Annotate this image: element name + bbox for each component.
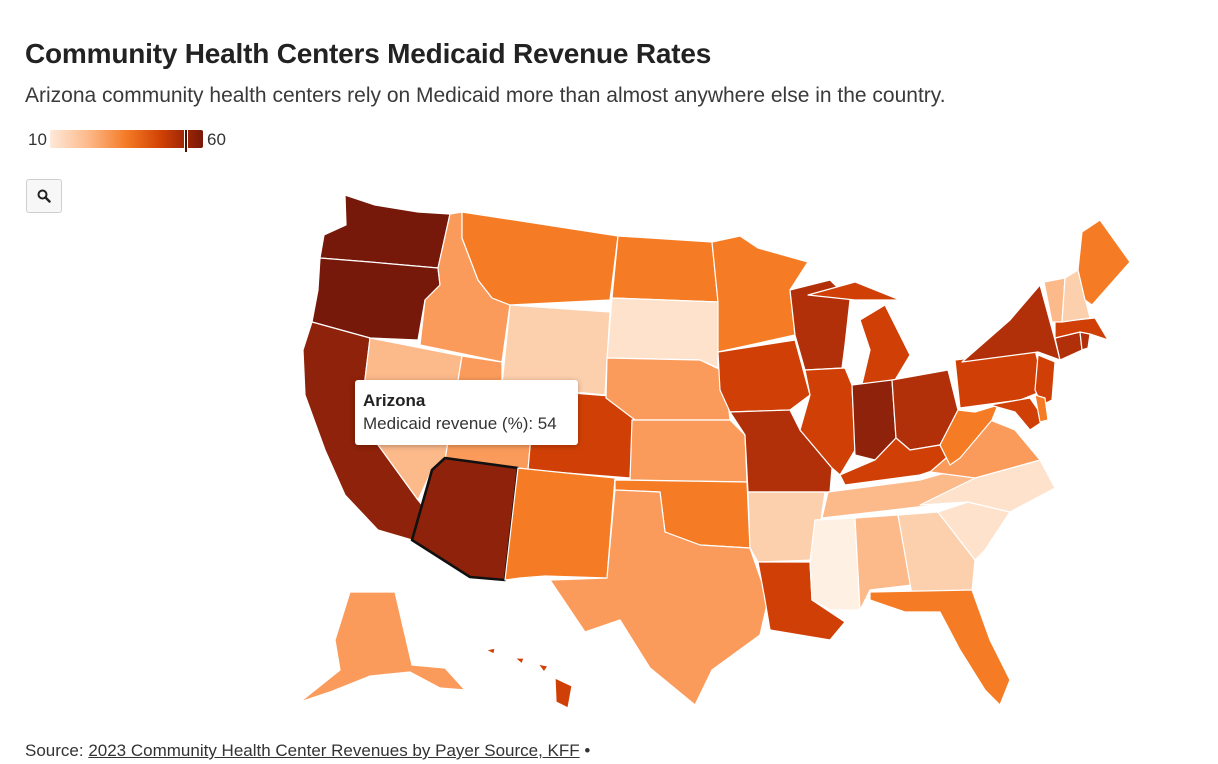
state-nebraska[interactable]	[605, 357, 731, 421]
tooltip-arizona: Arizona Medicaid revenue (%): 54	[355, 380, 578, 445]
state-alabama[interactable]	[854, 514, 913, 611]
state-wisconsin[interactable]	[789, 279, 851, 371]
state-north-dakota[interactable]	[611, 235, 719, 303]
magnifier-icon	[37, 189, 51, 203]
state-florida[interactable]	[869, 589, 1011, 706]
legend-highlight-marker	[184, 130, 188, 152]
state-new-mexico[interactable]	[504, 467, 616, 581]
source-prefix: Source:	[25, 741, 89, 760]
state-hawaii[interactable]	[485, 647, 573, 709]
chart-title: Community Health Centers Medicaid Revenu…	[25, 38, 712, 69]
source-link[interactable]: 2023 Community Health Center Revenues by…	[88, 741, 580, 760]
state-iowa[interactable]	[717, 339, 811, 413]
state-kansas[interactable]	[629, 419, 748, 483]
state-arkansas[interactable]	[747, 491, 826, 563]
state-washington[interactable]	[319, 194, 451, 269]
state-mississippi[interactable]	[809, 517, 861, 611]
state-new-york[interactable]	[961, 284, 1061, 363]
legend-gradient-bar	[50, 130, 203, 152]
tooltip-metric: Medicaid revenue (%): 54	[363, 414, 557, 433]
zoom-button[interactable]	[26, 179, 62, 213]
state-maine[interactable]	[1077, 219, 1131, 306]
state-texas[interactable]	[549, 489, 769, 706]
legend-min-label: 10	[28, 130, 47, 149]
state-new-jersey[interactable]	[1034, 354, 1056, 406]
state-south-carolina[interactable]	[937, 501, 1011, 561]
state-missouri[interactable]	[729, 409, 833, 493]
tooltip-state-name: Arizona	[363, 391, 426, 410]
state-georgia[interactable]	[897, 511, 976, 596]
state-alaska[interactable]	[299, 591, 466, 703]
legend-max-label: 60	[207, 130, 226, 149]
state-massachusetts[interactable]	[1054, 317, 1109, 341]
source-suffix: •	[579, 741, 591, 760]
state-delaware[interactable]	[1034, 394, 1049, 423]
state-west-virginia[interactable]	[939, 404, 999, 466]
source-line: Source: 2023 Community Health Center Rev…	[25, 741, 590, 761]
state-maryland[interactable]	[989, 397, 1046, 431]
state-oregon[interactable]	[311, 257, 441, 341]
chart-subtitle: Arizona community health centers rely on…	[25, 84, 946, 107]
state-rhode-island[interactable]	[1079, 331, 1091, 351]
state-south-dakota[interactable]	[606, 297, 719, 369]
state-new-hampshire[interactable]	[1061, 269, 1091, 323]
